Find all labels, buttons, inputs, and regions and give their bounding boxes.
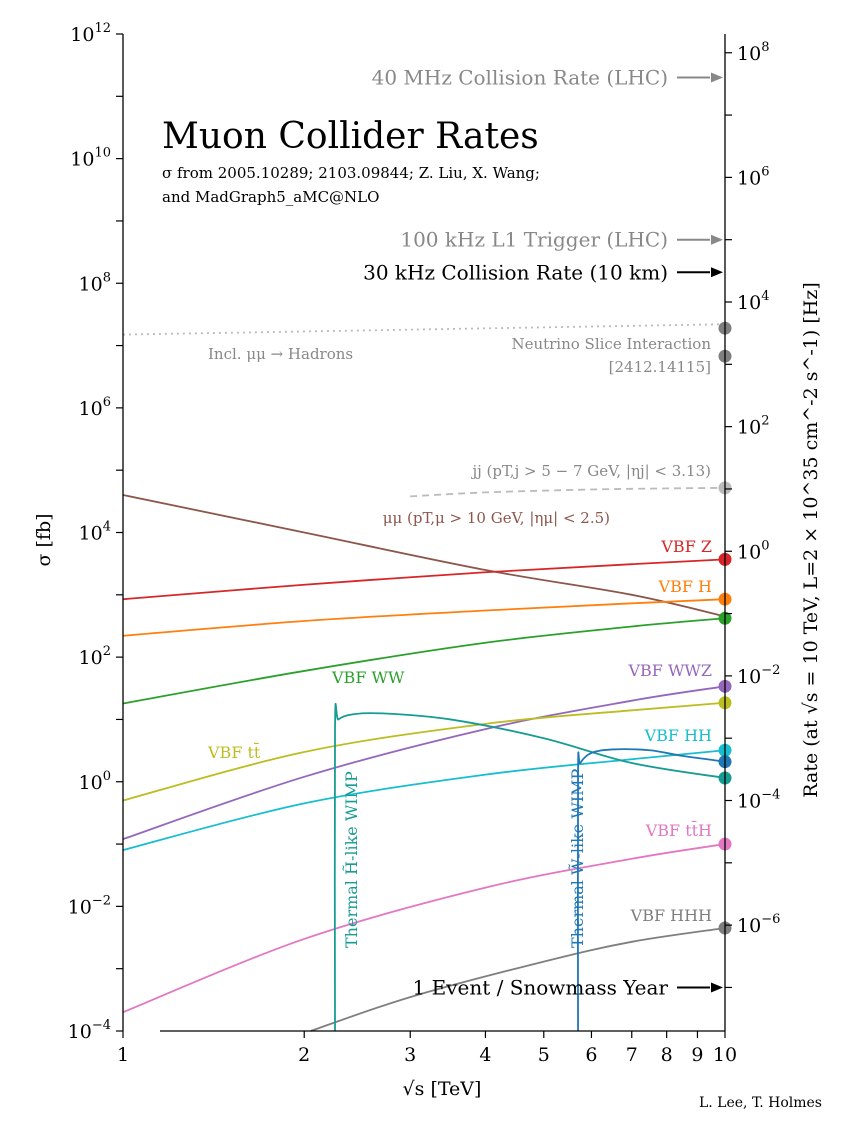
y-right-tick-label: 10−6 [737, 912, 780, 937]
y-axis-title-right: Rate (at √s = 10 TeV, L=2 × 10^35 cm^-2 … [800, 282, 822, 798]
chart-title: Muon Collider Rates [162, 116, 539, 157]
chart-subtitle-line-1: σ from 2005.10289; 2103.09844; Z. Liu, X… [162, 164, 540, 182]
label-vbf-ww: VBF WW [331, 668, 405, 687]
label-mumu: μμ (pT,μ > 10 GeV, |ημ| < 2.5) [383, 509, 610, 527]
x-axis-title: √s [TeV] [403, 1078, 482, 1100]
series-line-0 [122, 323, 726, 336]
rate-arrow-head-2 [711, 267, 723, 278]
series-line-3 [122, 558, 726, 601]
y-right-tick-label: 104 [737, 289, 769, 314]
y-left-tick-label: 104 [79, 520, 111, 545]
x-tick-label: 10 [713, 1044, 737, 1066]
series-line-10 [310, 927, 726, 1032]
label-vbf-hhh: VBF HHH [630, 906, 712, 925]
series-line-7 [122, 701, 726, 802]
series-line-12 [576, 748, 726, 1032]
chart-subtitle-line-2: and MadGraph5_aMC@NLO [162, 188, 379, 206]
axes: 1 2 3 4 5 6 7 8 9 10 10−4 10−2 100 102 104 106 108 1010 10… [68, 21, 781, 1066]
y-right-tick-label: 10−4 [737, 788, 780, 813]
y-right-tick-label: 106 [737, 164, 769, 189]
y-right-tick-label: 108 [737, 40, 769, 65]
x-tick-label: 5 [538, 1044, 550, 1066]
plot-area [122, 321, 732, 1032]
series-line-4 [122, 598, 726, 637]
label-jj: jj (pT,j > 5 − 7 GeV, |ηj| < 3.13) [470, 462, 711, 480]
x-tick-label: 2 [298, 1044, 310, 1066]
series-line-5 [122, 617, 726, 705]
rate-arrow-head-0 [711, 72, 723, 83]
x-tick-label: 4 [479, 1044, 491, 1066]
label-vbf-hh: VBF HH [644, 726, 712, 745]
y-right-tick-label: 100 [737, 538, 769, 563]
rate-annotation-1: 100 kHz L1 Trigger (LHC) [400, 228, 668, 252]
rate-annotation-0: 40 MHz Collision Rate (LHC) [372, 66, 668, 90]
y-left-tick-label: 10−2 [68, 893, 111, 918]
series-line-9 [122, 843, 726, 1014]
label-neutrino-line-1: Neutrino Slice Interaction [511, 335, 711, 353]
y-axis-title-left: σ [fb] [33, 513, 55, 566]
label-incl-hadrons: Incl. μμ → Hadrons [208, 345, 353, 363]
x-tick-label: 9 [691, 1044, 703, 1066]
x-tick-label: 6 [585, 1044, 597, 1066]
label-vbf-tt: VBF tt̄ [207, 741, 261, 762]
label-neutrino-line-2: [2412.14115] [609, 358, 711, 376]
credit-text: L. Lee, T. Holmes [699, 1095, 822, 1111]
y-right-tick-label: 10−2 [737, 663, 780, 688]
label-vbf-wwz: VBF WWZ [627, 661, 712, 680]
series-line-8 [122, 749, 726, 851]
label-vbf-h: VBF H [658, 577, 713, 596]
y-left-tick-label: 108 [79, 270, 111, 295]
x-tick-label: 1 [117, 1044, 129, 1066]
x-tick-label: 8 [661, 1044, 673, 1066]
y-left-tick-label: 1012 [70, 21, 111, 46]
series-line-6 [122, 685, 726, 840]
label-wimp-higgsino: Thermal H̃-like WIMP [342, 771, 361, 948]
x-tick-label: 7 [626, 1044, 638, 1066]
series-line-11 [333, 702, 726, 1032]
annotations: Muon Collider Rates σ from 2005.10289; 2… [33, 116, 822, 1111]
y-left-tick-label: 10−4 [68, 1018, 111, 1043]
rate-annotation-2: 30 kHz Collision Rate (10 km) [363, 260, 668, 284]
y-right-tick-label: 102 [737, 414, 769, 439]
y-left-tick-label: 106 [79, 395, 111, 420]
series-line-1 [410, 486, 726, 498]
rate-arrow-head-1 [711, 234, 723, 245]
series-line-2 [122, 494, 726, 618]
label-vbf-z: VBF Z [660, 537, 712, 556]
label-wimp-wino: Thermal W̃-like WIMP [568, 769, 587, 948]
y-left-tick-label: 102 [79, 644, 111, 669]
label-vbf-tth: VBF tt̄H [645, 819, 712, 840]
y-left-tick-label: 100 [79, 769, 111, 794]
x-tick-label: 3 [404, 1044, 416, 1066]
rate-arrow-head-3 [711, 982, 723, 993]
y-left-tick-label: 1010 [70, 146, 111, 171]
rate-annotation-3: 1 Event / Snowmass Year [413, 975, 669, 999]
